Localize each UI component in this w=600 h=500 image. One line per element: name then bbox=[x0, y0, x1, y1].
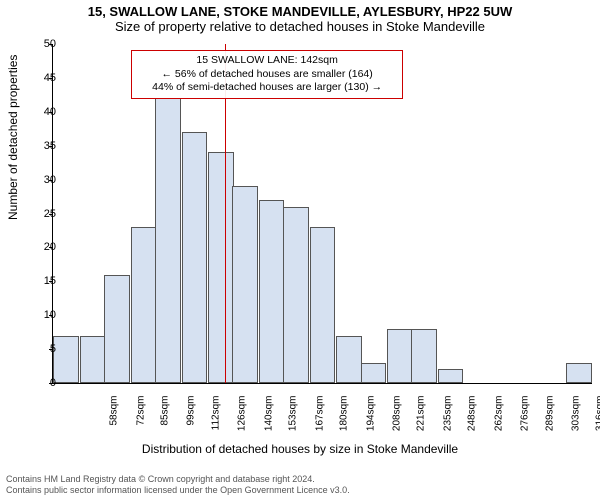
annotation-box: 15 SWALLOW LANE: 142sqm← 56% of detached… bbox=[131, 50, 403, 99]
annotation-line: ← 56% of detached houses are smaller (16… bbox=[138, 68, 396, 82]
histogram-bar bbox=[53, 336, 79, 383]
ytick-label: 25 bbox=[26, 208, 56, 220]
xtick-label: 112sqm bbox=[210, 396, 221, 446]
copyright-line: Contains HM Land Registry data © Crown c… bbox=[6, 474, 350, 485]
xtick-label: 99sqm bbox=[186, 396, 197, 446]
xtick-label: 303sqm bbox=[570, 396, 581, 446]
ytick-label: 0 bbox=[26, 377, 56, 389]
histogram-bar bbox=[182, 132, 208, 383]
histogram-bar bbox=[208, 152, 234, 383]
histogram-bar bbox=[387, 329, 413, 383]
annotation-line: 15 SWALLOW LANE: 142sqm bbox=[138, 54, 396, 68]
chart-subtitle: Size of property relative to detached ho… bbox=[0, 19, 600, 34]
histogram-bar bbox=[155, 98, 181, 383]
histogram-bar bbox=[361, 363, 387, 383]
xtick-label: 262sqm bbox=[493, 396, 504, 446]
annotation-line: 44% of semi-detached houses are larger (… bbox=[138, 81, 396, 95]
xtick-label: 248sqm bbox=[467, 396, 478, 446]
ytick-label: 40 bbox=[26, 106, 56, 118]
copyright-line: Contains public sector information licen… bbox=[6, 485, 350, 496]
xtick-label: 180sqm bbox=[339, 396, 350, 446]
xtick-label: 276sqm bbox=[520, 396, 531, 446]
histogram-bar bbox=[104, 275, 130, 383]
xtick-label: 316sqm bbox=[595, 396, 600, 446]
xtick-label: 194sqm bbox=[365, 396, 376, 446]
histogram-bar bbox=[283, 207, 309, 383]
histogram-bar bbox=[232, 186, 258, 383]
ytick-label: 10 bbox=[26, 309, 56, 321]
histogram-bar bbox=[411, 329, 437, 383]
x-axis-label: Distribution of detached houses by size … bbox=[0, 442, 600, 456]
y-axis-label: Number of detached properties bbox=[6, 55, 20, 220]
ytick-label: 35 bbox=[26, 140, 56, 152]
xtick-label: 58sqm bbox=[109, 396, 120, 446]
histogram-bar bbox=[566, 363, 592, 383]
xtick-label: 235sqm bbox=[442, 396, 453, 446]
ytick-label: 50 bbox=[26, 38, 56, 50]
xtick-label: 72sqm bbox=[135, 396, 146, 446]
xtick-label: 167sqm bbox=[314, 396, 325, 446]
histogram-bar bbox=[336, 336, 362, 383]
histogram-bar bbox=[131, 227, 157, 383]
ytick-label: 45 bbox=[26, 72, 56, 84]
xtick-label: 85sqm bbox=[160, 396, 171, 446]
plot: 58sqm72sqm85sqm99sqm112sqm126sqm140sqm15… bbox=[52, 44, 592, 384]
histogram-bar bbox=[310, 227, 336, 383]
ytick-label: 5 bbox=[26, 343, 56, 355]
xtick-label: 221sqm bbox=[416, 396, 427, 446]
chart-title: 15, SWALLOW LANE, STOKE MANDEVILLE, AYLE… bbox=[0, 0, 600, 19]
ytick-label: 15 bbox=[26, 275, 56, 287]
xtick-label: 126sqm bbox=[237, 396, 248, 446]
xtick-label: 140sqm bbox=[263, 396, 274, 446]
plot-area: 58sqm72sqm85sqm99sqm112sqm126sqm140sqm15… bbox=[52, 44, 592, 404]
ytick-label: 30 bbox=[26, 174, 56, 186]
histogram-bar bbox=[438, 369, 464, 383]
copyright-text: Contains HM Land Registry data © Crown c… bbox=[6, 474, 350, 496]
chart-container: 15, SWALLOW LANE, STOKE MANDEVILLE, AYLE… bbox=[0, 0, 600, 500]
xtick-label: 153sqm bbox=[288, 396, 299, 446]
histogram-bar bbox=[259, 200, 285, 383]
histogram-bar bbox=[80, 336, 106, 383]
xtick-label: 289sqm bbox=[544, 396, 555, 446]
ytick-label: 20 bbox=[26, 241, 56, 253]
xtick-label: 208sqm bbox=[391, 396, 402, 446]
